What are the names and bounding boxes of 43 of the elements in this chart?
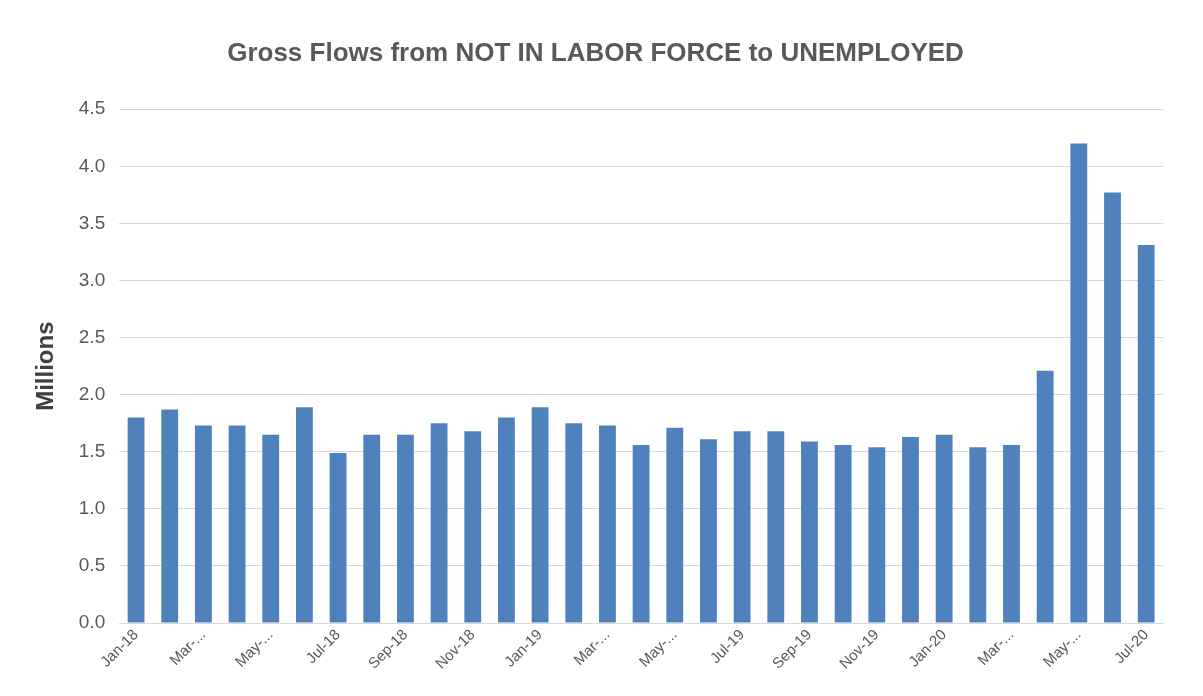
chart-title: Gross Flows from NOT IN LABOR FORCE to UNEMPLOYED [227,36,964,67]
bar [430,423,448,623]
bar [1036,370,1054,623]
bar [194,425,212,623]
y-tick-label: 0.0 [78,611,106,633]
bar [464,431,482,623]
bar [295,407,313,623]
y-axis-title: Millions [31,321,59,411]
bar [329,452,347,623]
bar [1104,192,1121,623]
bar [868,447,886,623]
bar [1070,143,1088,623]
bar [228,425,246,623]
bar [397,434,414,623]
bar [767,431,785,623]
bar [834,444,852,623]
bar [1003,444,1020,623]
bar [700,439,717,623]
y-tick-label: 1.0 [78,497,106,519]
bar [733,431,751,623]
bar [666,427,684,623]
bar [161,409,179,623]
bar [935,434,953,623]
bar [531,407,549,623]
y-tick-label: 3.5 [78,211,106,233]
bar [262,434,280,623]
bar [599,425,616,623]
bar [969,447,987,623]
bar [632,444,650,623]
y-tick-label: 2.5 [78,325,106,347]
bar [363,434,381,623]
bar [902,436,919,623]
bar [498,417,515,623]
y-tick-label: 4.5 [78,97,106,119]
bar [127,417,145,623]
bar [1137,245,1155,623]
y-tick-label: 3.0 [78,268,106,290]
y-tick-label: 2.0 [78,382,106,404]
y-tick-label: 1.5 [78,440,106,462]
y-tick-label: 0.5 [78,554,106,576]
bar [565,423,583,623]
bar [801,441,818,623]
y-tick-label: 4.0 [78,154,106,176]
